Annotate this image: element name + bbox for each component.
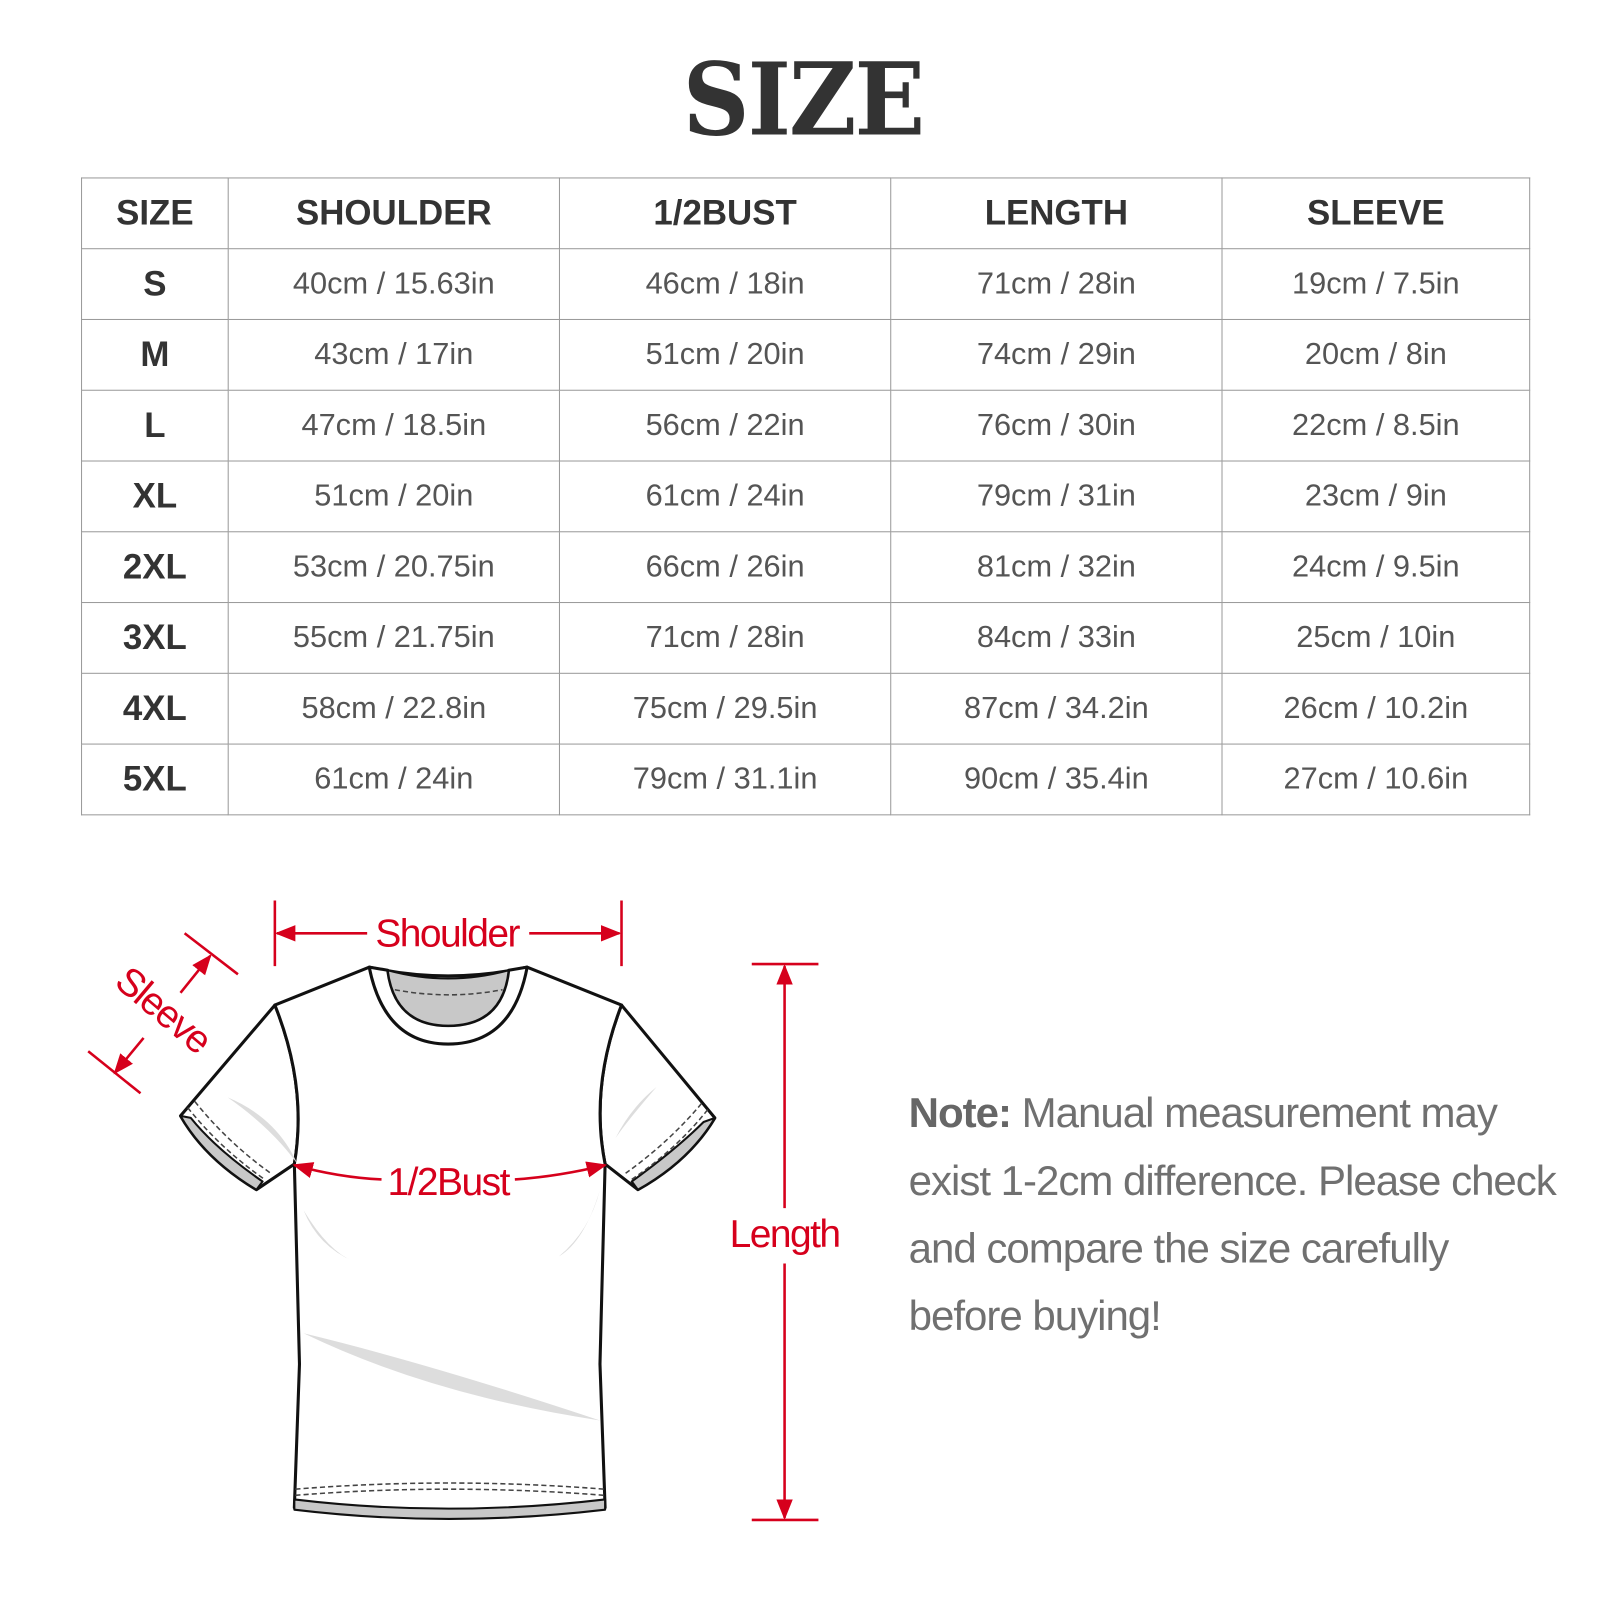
measurement-cell: 25cm / 10in xyxy=(1221,602,1531,674)
measurement-cell: 24cm / 9.5in xyxy=(1221,531,1531,604)
size-cell: S xyxy=(81,248,229,320)
header-bust: 1/2BUST xyxy=(558,177,892,250)
measurement-cell: 47cm / 18.5in xyxy=(227,389,560,462)
table-row: 3XL 55cm / 21.75in 71cm / 28in 84cm / 33in 2… xyxy=(81,602,1531,674)
shoulder-label: Shoulder xyxy=(375,913,520,956)
table-row: XL 51cm / 20in 61cm / 24in 79cm / 31in 23cm … xyxy=(81,460,1531,533)
shoulder-measure xyxy=(273,900,623,967)
measurement-cell: 55cm / 21.75in xyxy=(227,602,560,674)
header-length: LENGTH xyxy=(890,177,1223,250)
table-row: L 47cm / 18.5in 56cm / 22in 76cm / 30in 22cm… xyxy=(81,389,1531,462)
measurement-cell: 75cm / 29.5in xyxy=(558,672,892,745)
measurement-cell: 53cm / 20.75in xyxy=(227,531,560,604)
table-row: M 43cm / 17in 51cm / 20in 74cm / 29in 20cm /… xyxy=(81,318,1531,391)
measurement-cell: 79cm / 31.1in xyxy=(558,743,892,816)
measurement-cell: 71cm / 28in xyxy=(558,602,892,674)
measurement-cell: 40cm / 15.63in xyxy=(227,248,560,320)
table-row: S 40cm / 15.63in 46cm / 18in 71cm / 28in 19c… xyxy=(81,248,1531,320)
stitching xyxy=(187,988,709,1497)
header-size: SIZE xyxy=(81,177,229,250)
size-cell: 3XL xyxy=(81,602,229,674)
measurement-cell: 56cm / 22in xyxy=(558,389,892,462)
measurement-cell: 22cm / 8.5in xyxy=(1221,389,1531,462)
measurement-cell: 58cm / 22.8in xyxy=(227,672,560,745)
measurement-cell: 20cm / 8in xyxy=(1221,318,1531,391)
measurement-cell: 84cm / 33in xyxy=(890,602,1223,674)
length-label: Length xyxy=(730,1213,840,1256)
fabric-shading xyxy=(227,1087,657,1421)
measurement-cell: 26cm / 10.2in xyxy=(1221,672,1531,745)
measurement-cell: 71cm / 28in xyxy=(890,248,1223,320)
measurement-cell: 27cm / 10.6in xyxy=(1221,743,1531,816)
size-table: SIZE SHOULDER 1/2BUST LENGTH SLEEVE S 40c… xyxy=(81,177,1531,816)
note-text: Manual measurement may exist 1-2cm diffe… xyxy=(908,1089,1557,1340)
size-cell: M xyxy=(81,318,229,391)
bust-label: 1/2Bust xyxy=(387,1161,510,1204)
sleeve-label: Sleeve xyxy=(107,959,219,1063)
length-measure xyxy=(751,962,819,1522)
measurement-cell: 76cm / 30in xyxy=(890,389,1223,462)
table-row: 5XL 61cm / 24in 79cm / 31.1in 90cm / 35.4in… xyxy=(81,743,1531,816)
header-sleeve: SLEEVE xyxy=(1221,177,1531,250)
size-cell: 5XL xyxy=(81,743,229,816)
bust-measure xyxy=(292,1161,608,1181)
measurement-cell: 43cm / 17in xyxy=(227,318,560,391)
size-cell: 4XL xyxy=(81,672,229,745)
note-label: Note: xyxy=(908,1089,1012,1137)
page-title: SIZE xyxy=(682,41,925,159)
measurement-cell: 74cm / 29in xyxy=(890,318,1223,391)
measurement-cell: 66cm / 26in xyxy=(558,531,892,604)
measurement-cell: 79cm / 31in xyxy=(890,460,1223,533)
measurement-cell: 51cm / 20in xyxy=(558,318,892,391)
measurement-cell: 46cm / 18in xyxy=(558,248,892,320)
note: Note: Manual measurement may exist 1-2cm… xyxy=(909,1079,1565,1350)
measurement-cell: 19cm / 7.5in xyxy=(1221,248,1531,320)
measurement-cell: 61cm / 24in xyxy=(558,460,892,533)
size-cell: L xyxy=(81,389,229,462)
tshirt-illustration xyxy=(178,965,717,1520)
table-header-row: SIZE SHOULDER 1/2BUST LENGTH SLEEVE xyxy=(81,177,1531,250)
measurement-cell: 51cm / 20in xyxy=(227,460,560,533)
measurement-cell: 81cm / 32in xyxy=(890,531,1223,604)
measurement-cell: 90cm / 35.4in xyxy=(890,743,1223,816)
measurement-cell: 23cm / 9in xyxy=(1221,460,1531,533)
measurement-cell: 61cm / 24in xyxy=(227,743,560,816)
size-cell: 2XL xyxy=(81,531,229,604)
table-row: 2XL 53cm / 20.75in 66cm / 26in 81cm / 32in 2… xyxy=(81,531,1531,604)
sleeve-measure xyxy=(87,932,239,1095)
